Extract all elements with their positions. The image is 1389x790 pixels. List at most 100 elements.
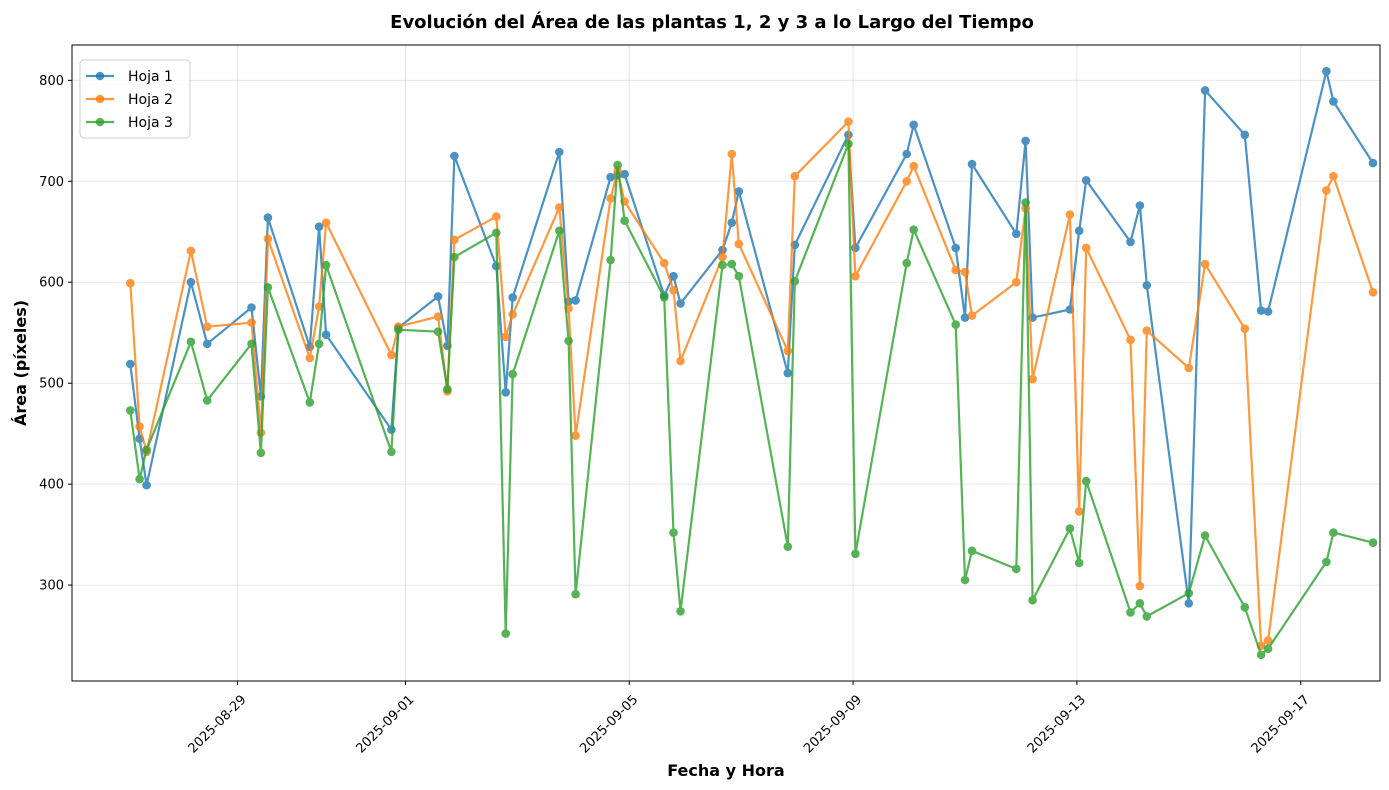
data-point-hoja-3 xyxy=(387,447,396,457)
data-point-hoja-2 xyxy=(669,286,678,295)
chart-title: Evolución del Área de las plantas 1, 2 y… xyxy=(390,11,1034,33)
data-point-hoja-3 xyxy=(314,339,324,349)
data-point-hoja-3 xyxy=(1028,595,1037,605)
data-point-hoja-1 xyxy=(433,292,443,301)
data-point-hoja-3 xyxy=(1135,599,1145,608)
data-point-hoja-3 xyxy=(676,607,685,616)
data-point-hoja-2 xyxy=(202,322,212,332)
series-layer xyxy=(126,66,1378,660)
data-point-hoja-2 xyxy=(1240,324,1250,334)
y-tick-label: 700 xyxy=(39,175,64,190)
data-point-hoja-1 xyxy=(247,303,256,312)
data-point-hoja-3 xyxy=(606,255,615,265)
data-point-hoja-2 xyxy=(492,212,501,221)
data-point-hoja-1 xyxy=(1184,599,1194,608)
x-tick-label: 2025-09-05 xyxy=(577,692,641,756)
data-point-hoja-3 xyxy=(1081,476,1091,486)
data-point-hoja-1 xyxy=(783,368,793,378)
data-point-hoja-2 xyxy=(727,149,737,159)
legend-box xyxy=(79,59,191,139)
data-point-hoja-1 xyxy=(967,159,977,169)
data-point-hoja-2 xyxy=(1126,335,1135,345)
data-point-hoja-2 xyxy=(1012,277,1021,287)
data-point-hoja-1 xyxy=(1322,66,1331,76)
data-point-hoja-2 xyxy=(659,258,669,268)
data-point-hoja-1 xyxy=(263,213,273,222)
series-line-hoja-3 xyxy=(129,142,1374,656)
data-point-hoja-3 xyxy=(790,276,800,286)
data-point-hoja-2 xyxy=(960,267,970,277)
data-point-hoja-2 xyxy=(126,278,135,288)
data-point-hoja-2 xyxy=(508,310,517,319)
data-point-hoja-2 xyxy=(676,356,685,366)
data-point-hoja-3 xyxy=(967,546,977,556)
data-point-hoja-3 xyxy=(734,271,744,281)
data-point-hoja-3 xyxy=(620,216,629,225)
x-tick-label: 2025-09-17 xyxy=(1249,692,1313,756)
y-tick-label: 400 xyxy=(39,478,64,493)
data-point-hoja-3 xyxy=(142,445,151,455)
data-point-hoja-3 xyxy=(1322,557,1331,567)
data-point-hoja-1 xyxy=(909,120,918,130)
legend-item-hoja-3: Hoja 3 xyxy=(86,115,173,131)
data-point-hoja-3 xyxy=(1142,612,1152,621)
data-point-hoja-1 xyxy=(1200,86,1210,95)
legend-swatch-marker xyxy=(95,71,105,81)
x-axis: 2025-08-29 2025-09-01 2025-09-05 2025-09-09… xyxy=(186,681,1313,756)
data-point-hoja-1 xyxy=(1368,158,1378,168)
y-tick-label: 800 xyxy=(39,74,64,89)
data-point-hoja-2 xyxy=(450,235,459,245)
data-point-hoja-1 xyxy=(314,222,324,231)
data-point-hoja-1 xyxy=(727,218,737,227)
data-point-hoja-1 xyxy=(734,187,744,196)
series-hoja-3 xyxy=(126,139,1378,660)
data-point-hoja-1 xyxy=(1256,306,1266,315)
data-point-hoja-1 xyxy=(606,172,615,182)
data-point-hoja-3 xyxy=(951,320,960,329)
data-point-hoja-2 xyxy=(571,431,580,441)
data-point-hoja-3 xyxy=(508,369,517,379)
data-point-hoja-2 xyxy=(1200,259,1210,269)
legend-swatch-marker xyxy=(95,117,105,127)
data-point-hoja-3 xyxy=(256,448,266,458)
data-point-hoja-1 xyxy=(1263,307,1273,316)
data-point-hoja-3 xyxy=(669,528,678,537)
y-axis-label: Área (píxeles) xyxy=(11,300,30,426)
data-point-hoja-2 xyxy=(951,265,960,275)
data-point-hoja-3 xyxy=(555,226,564,236)
data-point-hoja-2 xyxy=(305,353,315,363)
x-tick-label: 2025-09-09 xyxy=(801,692,865,756)
data-point-hoja-1 xyxy=(902,149,911,159)
y-tick-label: 500 xyxy=(39,377,64,392)
x-tick-label: 2025-09-13 xyxy=(1025,692,1089,756)
data-point-hoja-1 xyxy=(951,243,960,253)
data-point-hoja-1 xyxy=(450,151,459,161)
data-point-hoja-2 xyxy=(1065,210,1075,219)
data-point-hoja-1 xyxy=(1142,281,1152,290)
data-point-hoja-3 xyxy=(1065,524,1075,533)
data-point-hoja-3 xyxy=(718,260,727,270)
data-point-hoja-1 xyxy=(142,480,151,490)
data-point-hoja-1 xyxy=(186,277,196,287)
data-point-hoja-2 xyxy=(790,171,800,181)
data-point-hoja-3 xyxy=(571,589,580,599)
data-point-hoja-3 xyxy=(659,293,669,302)
data-point-hoja-3 xyxy=(186,337,196,347)
data-point-hoja-3 xyxy=(394,325,403,335)
data-point-hoja-1 xyxy=(669,271,678,281)
data-point-hoja-2 xyxy=(387,350,396,360)
data-point-hoja-2 xyxy=(1135,581,1145,591)
data-point-hoja-3 xyxy=(1263,644,1273,653)
data-point-hoja-3 xyxy=(492,228,501,238)
data-point-hoja-2 xyxy=(967,311,977,320)
data-point-hoja-3 xyxy=(443,384,452,394)
data-point-hoja-1 xyxy=(1021,136,1030,146)
data-point-hoja-2 xyxy=(783,346,793,356)
data-point-hoja-1 xyxy=(321,330,331,340)
legend-swatch-marker xyxy=(95,94,105,104)
data-point-hoja-2 xyxy=(909,161,918,171)
x-tick-label: 2025-08-29 xyxy=(186,692,250,756)
legend-item-hoja-1: Hoja 1 xyxy=(86,69,173,85)
data-point-hoja-3 xyxy=(126,406,135,415)
